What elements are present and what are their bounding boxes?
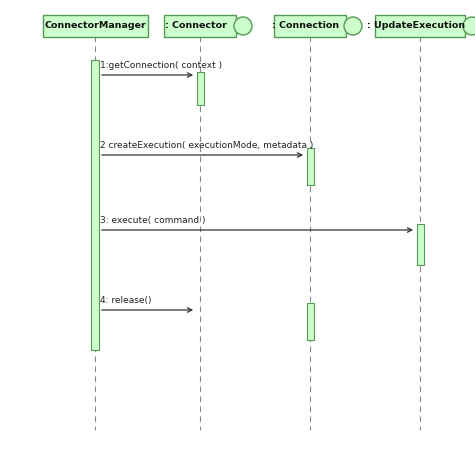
Text: 3: execute( command ): 3: execute( command ) — [100, 216, 206, 225]
Text: : Connector: : Connector — [165, 21, 227, 30]
Text: ConnectorManager: ConnectorManager — [44, 21, 146, 30]
Text: 4: release(): 4: release() — [100, 296, 152, 305]
Text: 1:getConnection( context ): 1:getConnection( context ) — [100, 61, 222, 70]
Bar — [306, 148, 314, 185]
Bar — [306, 303, 314, 340]
Bar — [417, 224, 424, 265]
Circle shape — [234, 17, 252, 35]
Text: 2 createExecution( executionMode, metadata ): 2 createExecution( executionMode, metada… — [100, 141, 314, 150]
Text: : UpdateExecution: : UpdateExecution — [367, 21, 465, 30]
Bar — [164, 15, 236, 37]
Bar — [91, 60, 99, 350]
Bar — [197, 72, 203, 105]
Circle shape — [344, 17, 362, 35]
Bar — [375, 15, 465, 37]
Bar — [274, 15, 346, 37]
Bar — [42, 15, 148, 37]
Text: : Connection: : Connection — [273, 21, 340, 30]
Circle shape — [463, 17, 475, 35]
